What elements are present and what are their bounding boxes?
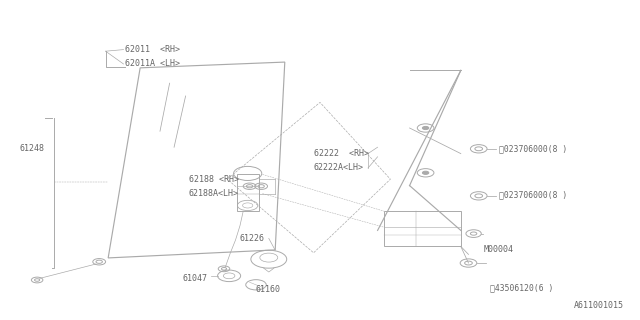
Text: ⓝ023706000(8 ): ⓝ023706000(8 ) <box>499 144 568 153</box>
Text: A611001015: A611001015 <box>574 301 624 310</box>
Text: Ⓝ43506120(6 ): Ⓝ43506120(6 ) <box>490 284 553 292</box>
Text: 62011  <RH>: 62011 <RH> <box>125 45 180 54</box>
Text: 61047: 61047 <box>182 274 207 283</box>
Text: 61226: 61226 <box>240 234 265 243</box>
Circle shape <box>422 126 429 130</box>
Text: 62222  <RH>: 62222 <RH> <box>314 149 369 158</box>
Circle shape <box>422 171 429 174</box>
Text: 61248: 61248 <box>19 144 44 153</box>
Text: 62188 <RH>: 62188 <RH> <box>189 175 239 184</box>
Text: M00004: M00004 <box>483 245 513 254</box>
Text: 62222A<LH>: 62222A<LH> <box>314 164 364 172</box>
Text: 62188A<LH>: 62188A<LH> <box>189 189 239 198</box>
Text: ⓝ023706000(8 ): ⓝ023706000(8 ) <box>499 191 568 200</box>
Text: 61160: 61160 <box>256 285 281 294</box>
Text: 62011A <LH>: 62011A <LH> <box>125 60 180 68</box>
